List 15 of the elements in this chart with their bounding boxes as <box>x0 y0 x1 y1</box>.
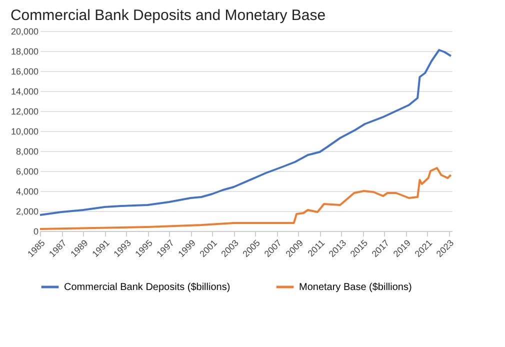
y-tick-label: 18,000 <box>10 46 38 56</box>
y-tick-label: 20,000 <box>10 26 38 36</box>
y-tick-label: 16,000 <box>10 66 38 76</box>
y-tick-label: 6,000 <box>16 166 38 176</box>
legend-label: Monetary Base ($billions) <box>299 282 412 293</box>
y-tick-label: 14,000 <box>10 86 38 96</box>
chart-title: Commercial Bank Deposits and Monetary Base <box>10 7 326 24</box>
y-tick-label: 12,000 <box>10 106 38 116</box>
y-tick-label: 10,000 <box>10 126 38 136</box>
y-tick-label: 2,000 <box>16 206 38 216</box>
line-series <box>39 49 452 216</box>
legend-label: Commercial Bank Deposits ($billions) <box>64 282 230 293</box>
y-tick-label: 4,000 <box>16 186 38 196</box>
y-tick-label: 8,000 <box>16 146 38 156</box>
y-tick-label: 0 <box>33 226 38 236</box>
